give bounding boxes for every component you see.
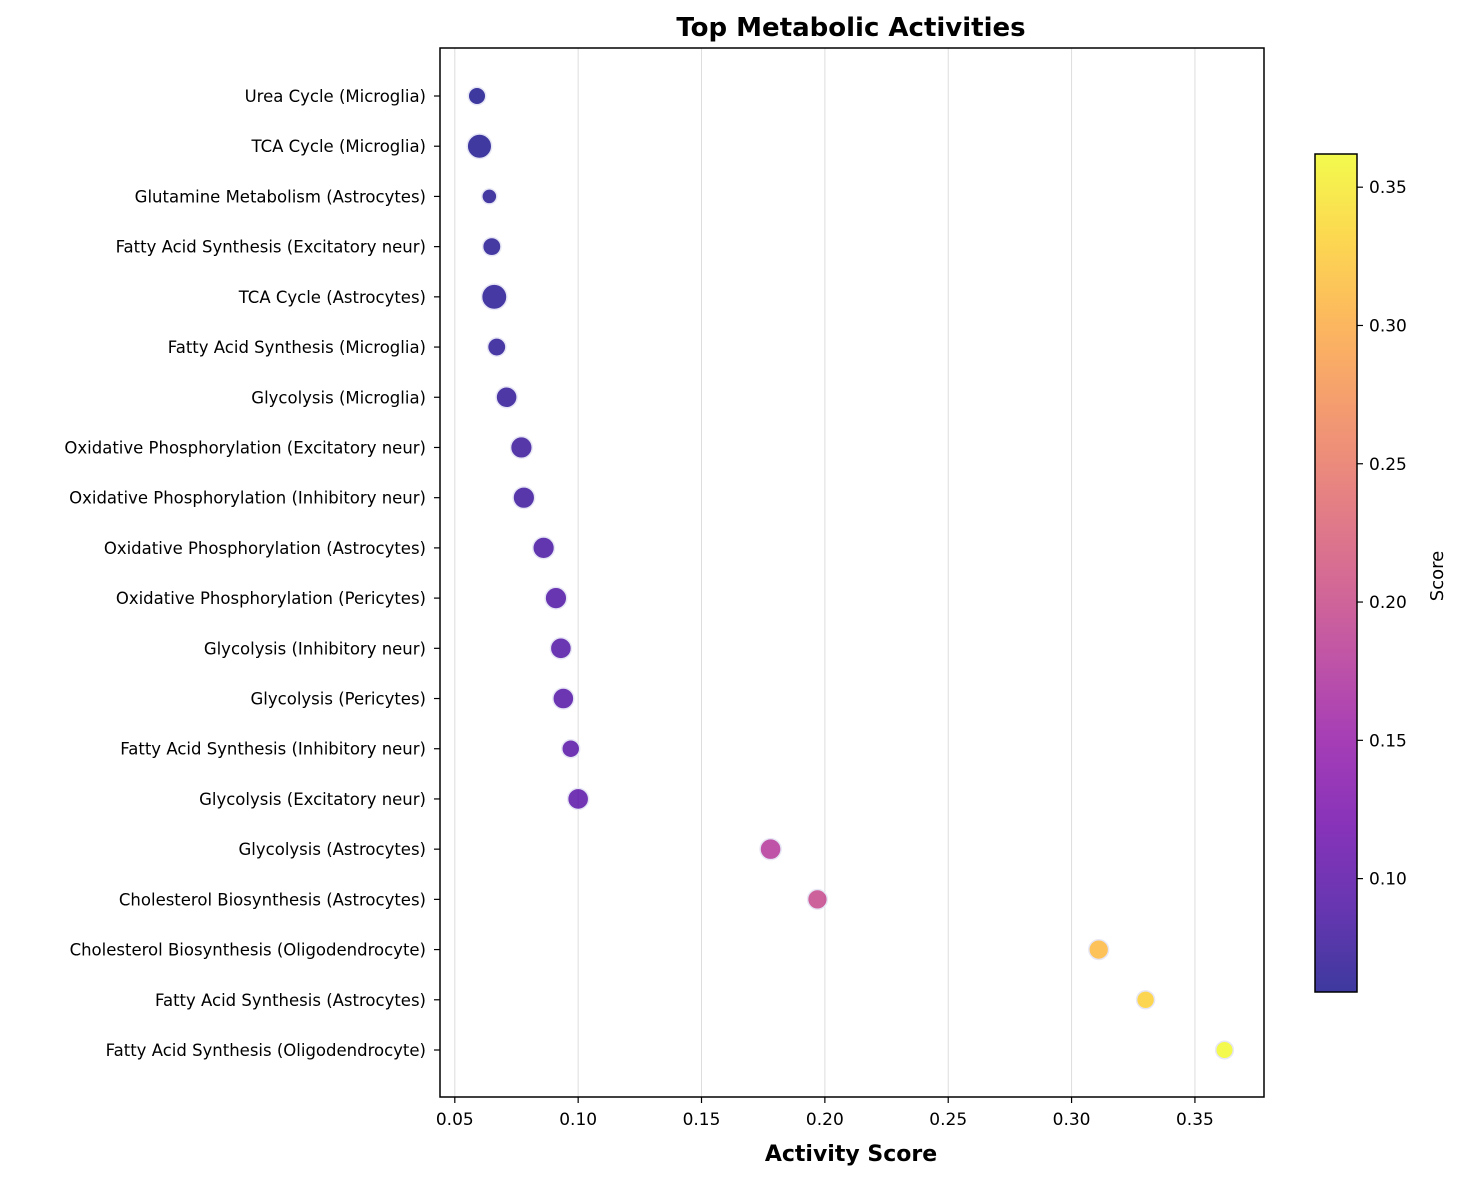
data-point — [561, 739, 581, 759]
data-point — [552, 687, 575, 710]
data-point — [481, 188, 498, 205]
y-tick-label: Fatty Acid Synthesis (Astrocytes) — [155, 991, 426, 1010]
x-tick-label: 0.15 — [683, 1110, 721, 1130]
plot-frame — [439, 47, 1265, 1098]
y-tick-label: TCA Cycle (Microglia) — [250, 137, 426, 156]
y-tick-label: Oxidative Phosphorylation (Excitatory ne… — [64, 438, 426, 457]
y-tick-label: Fatty Acid Synthesis (Excitatory neur) — [116, 238, 426, 257]
data-point — [549, 637, 573, 660]
y-tick-label: Fatty Acid Synthesis (Microglia) — [168, 338, 426, 357]
y-tick-label: Oxidative Phosphorylation (Pericytes) — [116, 589, 426, 608]
colorbar-tick-label: 0.15 — [1369, 731, 1407, 751]
y-tick-label: Fatty Acid Synthesis (Oligodendrocyte) — [106, 1041, 426, 1060]
y-tick-label: Fatty Acid Synthesis (Inhibitory neur) — [120, 740, 426, 759]
y-tick-label: Glycolysis (Pericytes) — [251, 690, 426, 709]
x-axis-ticks: 0.05 0.10 0.15 0.20 0.25 0.30 0.35 — [436, 1097, 1214, 1130]
data-point — [806, 888, 829, 910]
y-tick-label: Cholesterol Biosynthesis (Astrocytes) — [119, 890, 426, 909]
y-tick-label: Glycolysis (Inhibitory neur) — [204, 639, 426, 658]
x-tick-label: 0.05 — [436, 1110, 474, 1130]
y-tick-label: Oxidative Phosphorylation (Astrocytes) — [104, 539, 426, 558]
colorbar-tick-label: 0.25 — [1369, 455, 1407, 475]
y-axis-ticks: Urea Cycle (Microglia) TCA Cycle (Microgl… — [64, 87, 440, 1060]
data-point — [481, 236, 502, 257]
data-point — [566, 787, 590, 811]
y-tick-label: Glycolysis (Microglia) — [251, 388, 426, 407]
data-point — [480, 283, 508, 311]
colorbar-ticks: 0.10 0.15 0.20 0.25 0.30 0.35 — [1357, 178, 1407, 890]
y-tick-label: Glycolysis (Excitatory neur) — [199, 790, 426, 809]
data-point — [544, 586, 568, 610]
y-tick-label: Urea Cycle (Microglia) — [245, 87, 426, 106]
x-axis-label: Activity Score — [765, 1142, 937, 1167]
x-tick-label: 0.10 — [559, 1110, 597, 1130]
x-tick-label: 0.30 — [1053, 1110, 1091, 1130]
y-tick-label: Glutamine Metabolism (Astrocytes) — [135, 187, 426, 206]
y-tick-label: Cholesterol Biosynthesis (Oligodendrocyt… — [70, 941, 426, 960]
chart-title: Top Metabolic Activities — [676, 13, 1025, 43]
y-tick-label: TCA Cycle (Astrocytes) — [238, 288, 426, 307]
x-tick-label: 0.20 — [806, 1110, 844, 1130]
colorbar-tick-label: 0.30 — [1369, 316, 1407, 336]
data-point — [466, 133, 493, 160]
colorbar-label: Score — [1427, 551, 1448, 601]
data-point — [495, 385, 518, 409]
data-point — [1135, 990, 1156, 1010]
x-tick-label: 0.35 — [1176, 1110, 1214, 1130]
data-point — [512, 486, 536, 510]
data-point — [509, 435, 534, 460]
data-point — [532, 536, 556, 560]
data-point — [467, 86, 487, 106]
y-tick-label: Glycolysis (Astrocytes) — [239, 840, 426, 859]
grid-lines — [454, 48, 1196, 1097]
data-point — [486, 337, 507, 357]
y-tick-label: Oxidative Phosphorylation (Inhibitory ne… — [69, 489, 426, 508]
x-tick-label: 0.25 — [929, 1110, 967, 1130]
data-point — [759, 837, 782, 861]
data-points — [466, 86, 1235, 1060]
colorbar — [1314, 153, 1358, 993]
data-point — [1214, 1040, 1235, 1060]
colorbar-tick-label: 0.35 — [1369, 178, 1407, 198]
data-point — [1088, 938, 1110, 961]
colorbar-tick-label: 0.10 — [1369, 870, 1407, 890]
colorbar-tick-label: 0.20 — [1369, 593, 1407, 613]
